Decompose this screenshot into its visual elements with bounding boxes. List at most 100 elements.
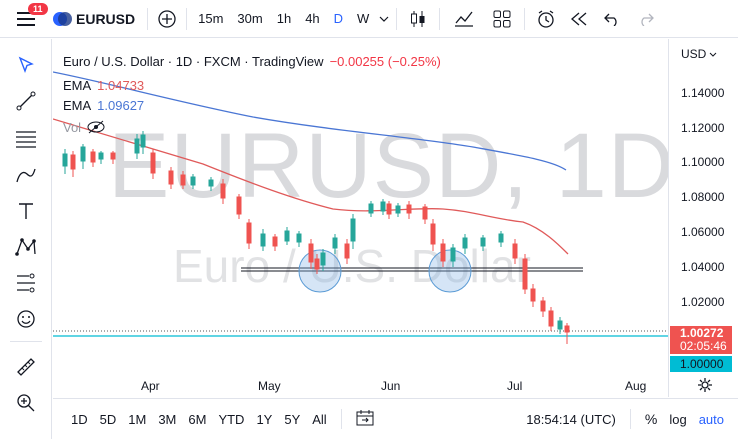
timeframe-w[interactable]: W bbox=[357, 11, 370, 26]
plus-circle-icon bbox=[158, 9, 176, 28]
percent-toggle[interactable]: % bbox=[644, 411, 658, 427]
trend-line-icon bbox=[16, 91, 36, 111]
chevron-down-icon bbox=[379, 16, 389, 22]
gear-icon bbox=[698, 378, 712, 392]
icons-tool[interactable] bbox=[12, 305, 40, 333]
compare-add-button[interactable] bbox=[152, 0, 182, 38]
divider bbox=[439, 7, 441, 30]
double-bottom-circle-1 bbox=[298, 249, 342, 293]
divider bbox=[186, 7, 188, 30]
range-1m[interactable]: 1M bbox=[128, 411, 147, 427]
trendline-tool[interactable] bbox=[12, 87, 40, 115]
timeframe-d[interactable]: D bbox=[333, 11, 344, 26]
price-tick: 1.02000 bbox=[681, 295, 725, 309]
price-tick: 1.10000 bbox=[681, 155, 725, 169]
cursor-arrow-icon bbox=[18, 56, 34, 73]
drawing-toolbar bbox=[0, 39, 52, 439]
candles-icon bbox=[411, 10, 425, 27]
range-3m[interactable]: 3M bbox=[158, 411, 177, 427]
indicators-button[interactable] bbox=[444, 0, 484, 38]
axis-settings-button[interactable] bbox=[697, 377, 713, 398]
top-toolbar: 11 EURUSD 15m 30m 1h 4h D W bbox=[0, 0, 738, 38]
double-bottom-circle-2 bbox=[428, 249, 472, 293]
ema-fast-line bbox=[53, 118, 569, 255]
price-tick: 1.04000 bbox=[681, 260, 725, 274]
range-ytd[interactable]: YTD bbox=[218, 411, 245, 427]
range-1y[interactable]: 1Y bbox=[256, 411, 273, 427]
calendar-range-icon bbox=[356, 409, 374, 425]
alarm-clock-icon bbox=[538, 9, 554, 28]
volume-legend[interactable]: Vol bbox=[63, 115, 441, 139]
zoom-tool[interactable] bbox=[12, 389, 40, 417]
time-label: Aug bbox=[625, 379, 647, 393]
chart-type-button[interactable] bbox=[401, 0, 435, 38]
ema-fast-legend[interactable]: EMA 1.04733 bbox=[63, 73, 441, 97]
divider bbox=[340, 409, 342, 429]
range-6m[interactable]: 6M bbox=[188, 411, 207, 427]
timeframe-1h[interactable]: 1h bbox=[276, 11, 292, 26]
timeframe-4h[interactable]: 4h bbox=[305, 11, 320, 26]
timeframe-dropdown[interactable] bbox=[376, 0, 392, 38]
volume-label: Vol bbox=[63, 119, 82, 135]
redo-button[interactable] bbox=[629, 0, 663, 38]
undo-button[interactable] bbox=[595, 0, 629, 38]
auto-toggle[interactable]: auto bbox=[698, 411, 724, 427]
fib-retracement-icon bbox=[16, 131, 36, 148]
range-5d[interactable]: 5D bbox=[99, 411, 117, 427]
ruler-icon bbox=[17, 358, 35, 376]
currency-selector[interactable]: USD bbox=[681, 47, 717, 61]
pattern-tool[interactable] bbox=[12, 233, 40, 261]
symbol-name: EURUSD bbox=[76, 10, 136, 27]
text-tool[interactable] bbox=[12, 197, 40, 225]
timeframe-30m[interactable]: 30m bbox=[237, 11, 263, 26]
bottom-toolbar: 1D 5D 1M 3M 6M YTD 1Y 5Y All 18:54:14 (U… bbox=[53, 398, 738, 439]
current-price: 1.00272 bbox=[680, 326, 724, 340]
range-5y[interactable]: 5Y bbox=[284, 411, 301, 427]
ema-fast-value: 1.04733 bbox=[97, 77, 145, 93]
time-label: May bbox=[258, 379, 281, 393]
chart-legend: Euro / U.S. Dollar · 1D · FXCM · Trading… bbox=[63, 49, 441, 139]
notification-badge: 11 bbox=[28, 2, 48, 15]
hamburger-icon bbox=[17, 11, 35, 26]
divider bbox=[629, 409, 631, 429]
price-axis[interactable]: USD 1.14000 1.12000 1.10000 1.08000 1.06… bbox=[668, 39, 738, 397]
divider bbox=[147, 7, 149, 30]
symbol-search[interactable]: EURUSD bbox=[52, 0, 143, 38]
fib-tool[interactable] bbox=[12, 125, 40, 153]
indicators-icon bbox=[455, 11, 474, 27]
grid-layout-icon bbox=[493, 10, 511, 27]
prediction-tool[interactable] bbox=[12, 269, 40, 297]
replay-button[interactable] bbox=[563, 0, 595, 38]
clock[interactable]: 18:54:14 (UTC) bbox=[526, 411, 616, 427]
timeframe-15m[interactable]: 15m bbox=[198, 11, 224, 26]
measure-tool[interactable] bbox=[12, 353, 40, 381]
watermark-description: Euro / U.S. Dollar bbox=[173, 240, 531, 292]
time-label: Apr bbox=[141, 379, 160, 393]
chart-title: Euro / U.S. Dollar · 1D · FXCM · Trading… bbox=[63, 53, 324, 69]
chart-pane[interactable]: EURUSD, 1D Euro / U.S. Dollar bbox=[53, 39, 668, 397]
range-all[interactable]: All bbox=[312, 411, 327, 427]
goto-date-button[interactable] bbox=[350, 409, 380, 429]
price-tick: 1.06000 bbox=[681, 225, 725, 239]
bar-countdown: 02:05:46 bbox=[680, 339, 727, 353]
range-1d[interactable]: 1D bbox=[71, 411, 88, 427]
alert-button[interactable] bbox=[529, 0, 563, 38]
divider bbox=[524, 7, 526, 30]
layout-button[interactable] bbox=[484, 0, 520, 38]
time-axis[interactable]: Apr May Jun Jul Aug bbox=[53, 373, 668, 398]
cursor-tool[interactable] bbox=[12, 51, 40, 79]
divider bbox=[396, 7, 398, 30]
currency-label: USD bbox=[681, 47, 707, 61]
ema-slow-legend[interactable]: EMA 1.09627 bbox=[63, 93, 441, 117]
eye-hidden-icon[interactable] bbox=[87, 120, 105, 134]
text-t-icon bbox=[19, 203, 33, 219]
log-toggle[interactable]: log bbox=[669, 411, 687, 427]
level-price-tag: 1.00000 bbox=[670, 356, 732, 372]
redo-icon bbox=[641, 13, 655, 26]
current-price-tag: 1.00272 02:05:46 bbox=[670, 326, 732, 354]
divider bbox=[10, 341, 42, 342]
pattern-icon bbox=[15, 238, 36, 256]
brush-tool[interactable] bbox=[12, 161, 40, 189]
time-label: Jul bbox=[507, 379, 523, 393]
menu-button[interactable]: 11 bbox=[0, 0, 52, 38]
